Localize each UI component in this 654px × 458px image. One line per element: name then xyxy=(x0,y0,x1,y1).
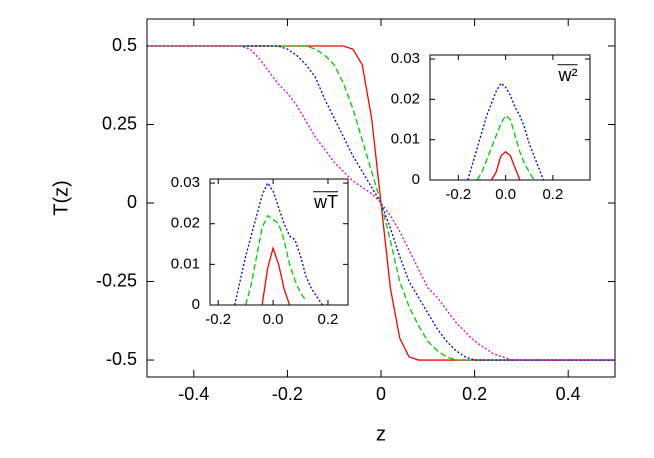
y-tick-label: 0.01 xyxy=(391,131,420,148)
x-tick-label: 0.0 xyxy=(495,186,516,203)
series-line xyxy=(261,245,291,306)
series-line xyxy=(467,82,545,181)
inset-title: wT xyxy=(313,192,338,212)
series-line xyxy=(245,214,307,306)
plot-border xyxy=(209,178,349,306)
x-tick-label: 0.0 xyxy=(263,311,284,328)
x-tick-label: -0.2 xyxy=(445,186,471,203)
x-tick-label: 0 xyxy=(376,384,386,404)
series-line xyxy=(476,114,535,181)
plot-border xyxy=(429,54,591,181)
x-tick-label: -0.4 xyxy=(178,384,209,404)
y-tick-label: 0 xyxy=(192,296,200,313)
plot-frame xyxy=(210,179,348,305)
x-tick-label: 0.2 xyxy=(318,311,339,328)
y-tick-label: 0.01 xyxy=(171,255,200,272)
y-tick-label: 0 xyxy=(127,192,137,212)
y-tick-label: -0.5 xyxy=(106,349,137,369)
x-axis-label: z xyxy=(376,423,386,445)
x-tick-label: 0.2 xyxy=(542,186,563,203)
series-line xyxy=(147,45,615,361)
x-tick-label: -0.2 xyxy=(205,311,231,328)
y-tick-label: 0.5 xyxy=(112,35,137,55)
y-tick-label: 0.03 xyxy=(171,174,200,191)
y-tick-label: 0 xyxy=(412,171,420,188)
y-tick-label: -0.25 xyxy=(96,270,137,290)
y-tick-label: 0.03 xyxy=(391,50,420,67)
x-tick-label: 0.2 xyxy=(462,384,487,404)
y-axis-label: T(z) xyxy=(50,180,72,216)
x-tick-label: 0.4 xyxy=(556,384,581,404)
plot-frame xyxy=(430,55,590,180)
y-tick-label: 0.02 xyxy=(391,90,420,107)
x-tick-label: -0.2 xyxy=(272,384,303,404)
y-tick-label: 0.02 xyxy=(171,215,200,232)
inset-title: w² xyxy=(558,65,578,85)
plot-border xyxy=(146,18,616,378)
y-tick-label: 0.25 xyxy=(102,113,137,133)
series-line xyxy=(490,150,521,181)
series-line xyxy=(234,181,324,306)
